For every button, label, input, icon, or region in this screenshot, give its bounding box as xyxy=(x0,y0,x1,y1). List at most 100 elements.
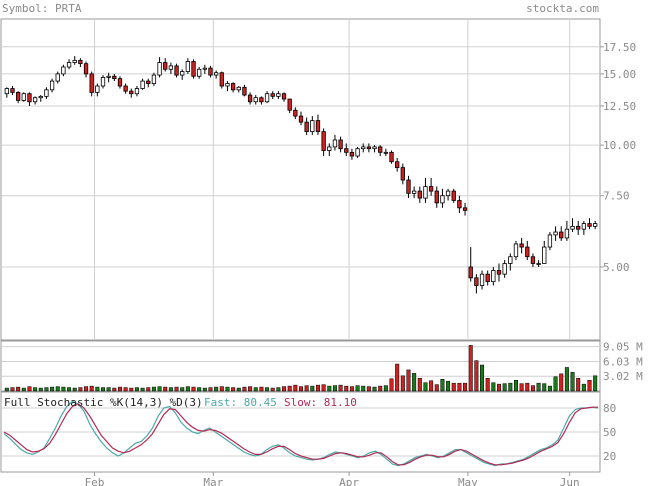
candle xyxy=(570,218,575,233)
candle-body xyxy=(95,85,100,93)
candle-body xyxy=(293,109,298,117)
candle xyxy=(287,98,292,114)
stochastic-tick-label: 20 xyxy=(603,450,616,463)
volume-bar xyxy=(38,387,43,392)
volume-bar xyxy=(502,383,507,392)
candle-body xyxy=(468,266,473,279)
volume-bar xyxy=(72,387,77,392)
site-label: stockta.com xyxy=(526,2,599,15)
candle-body xyxy=(89,73,94,93)
candle xyxy=(417,186,422,203)
candle xyxy=(174,63,179,78)
volume-bar xyxy=(293,384,298,392)
candle-body xyxy=(27,93,32,103)
candle xyxy=(462,202,468,216)
candle xyxy=(89,71,94,97)
candle-body xyxy=(180,71,185,76)
price-axis: 17.50 15.00 12.50 10.00 7.50 5.00 xyxy=(600,41,636,274)
candle xyxy=(129,88,134,98)
candle xyxy=(4,87,9,98)
candle-body xyxy=(366,146,372,150)
candle-body xyxy=(530,256,536,264)
volume-bar xyxy=(4,387,9,392)
volume-bar xyxy=(191,386,196,392)
candle-body xyxy=(78,59,83,65)
candle-body xyxy=(304,121,309,133)
candle-body xyxy=(445,190,451,197)
candle-body xyxy=(491,270,496,283)
volume-bar xyxy=(265,387,270,392)
candle xyxy=(225,81,230,92)
volume-bar xyxy=(168,387,173,392)
volume-bar xyxy=(463,382,468,392)
candle-body xyxy=(112,75,117,80)
candle xyxy=(451,188,456,203)
candle-body xyxy=(502,263,507,275)
volume-bar xyxy=(400,375,405,392)
candle xyxy=(344,143,349,157)
candle xyxy=(185,58,191,74)
candle-body xyxy=(21,93,26,101)
candle xyxy=(157,57,162,78)
candle xyxy=(61,64,66,77)
candle-body xyxy=(247,94,253,103)
candle xyxy=(406,175,411,199)
candle-body xyxy=(519,243,524,248)
candle xyxy=(298,111,304,126)
candle-body xyxy=(400,167,405,181)
candle-body xyxy=(462,207,468,211)
volume-bar xyxy=(27,386,32,392)
volume-bar xyxy=(140,387,145,392)
candle-body xyxy=(225,83,230,87)
price-tick-label: 12.50 xyxy=(603,100,636,113)
volume-bar xyxy=(248,386,253,392)
volume-bar xyxy=(310,385,315,392)
volume-bar xyxy=(327,385,332,392)
candle xyxy=(134,86,140,97)
volume-bar xyxy=(89,385,94,392)
candle-body xyxy=(197,68,202,77)
candle-body xyxy=(129,90,134,95)
candle xyxy=(140,78,145,90)
candle-body xyxy=(321,131,326,151)
volume-bar xyxy=(146,387,151,392)
candle-body xyxy=(185,61,191,72)
volume-bar xyxy=(67,387,72,392)
candle-body xyxy=(474,277,479,286)
candle xyxy=(485,270,490,286)
candle-body xyxy=(276,93,281,97)
candle xyxy=(259,96,264,105)
stochastic-panel: 80 50 20 Full Stochastic %K(14,3) %D(3) Fa… xyxy=(0,391,616,473)
x-tick-label: Apr xyxy=(339,476,359,486)
candle xyxy=(202,64,207,74)
candle-body xyxy=(406,179,411,194)
candle xyxy=(106,72,111,83)
candle xyxy=(27,92,32,106)
candle xyxy=(576,220,581,235)
volume-bar xyxy=(106,387,111,392)
candle-body xyxy=(383,151,389,154)
candle-body xyxy=(587,223,592,227)
candle-body xyxy=(15,92,21,101)
candle xyxy=(72,56,77,65)
candle xyxy=(276,91,281,100)
candles xyxy=(4,56,598,294)
volume-tick-label: 3.02 M xyxy=(603,370,643,383)
candle-body xyxy=(361,146,366,150)
symbol-label: Symbol: PRTA xyxy=(2,2,82,15)
candle-body xyxy=(440,195,445,204)
volume-bar xyxy=(270,387,275,392)
candle-body xyxy=(123,85,128,92)
candle-body xyxy=(417,190,422,199)
volume-bar xyxy=(513,379,518,392)
volume-bar xyxy=(84,386,89,392)
candle-body xyxy=(168,65,174,70)
candle-body xyxy=(191,61,196,77)
candle xyxy=(213,70,219,79)
candle xyxy=(230,82,236,93)
slow-label: Slow: 81.10 xyxy=(284,396,357,409)
x-tick-label: Feb xyxy=(85,476,105,486)
volume-bar xyxy=(338,384,343,392)
volume-bar xyxy=(593,375,598,392)
volume-bar xyxy=(180,387,185,392)
